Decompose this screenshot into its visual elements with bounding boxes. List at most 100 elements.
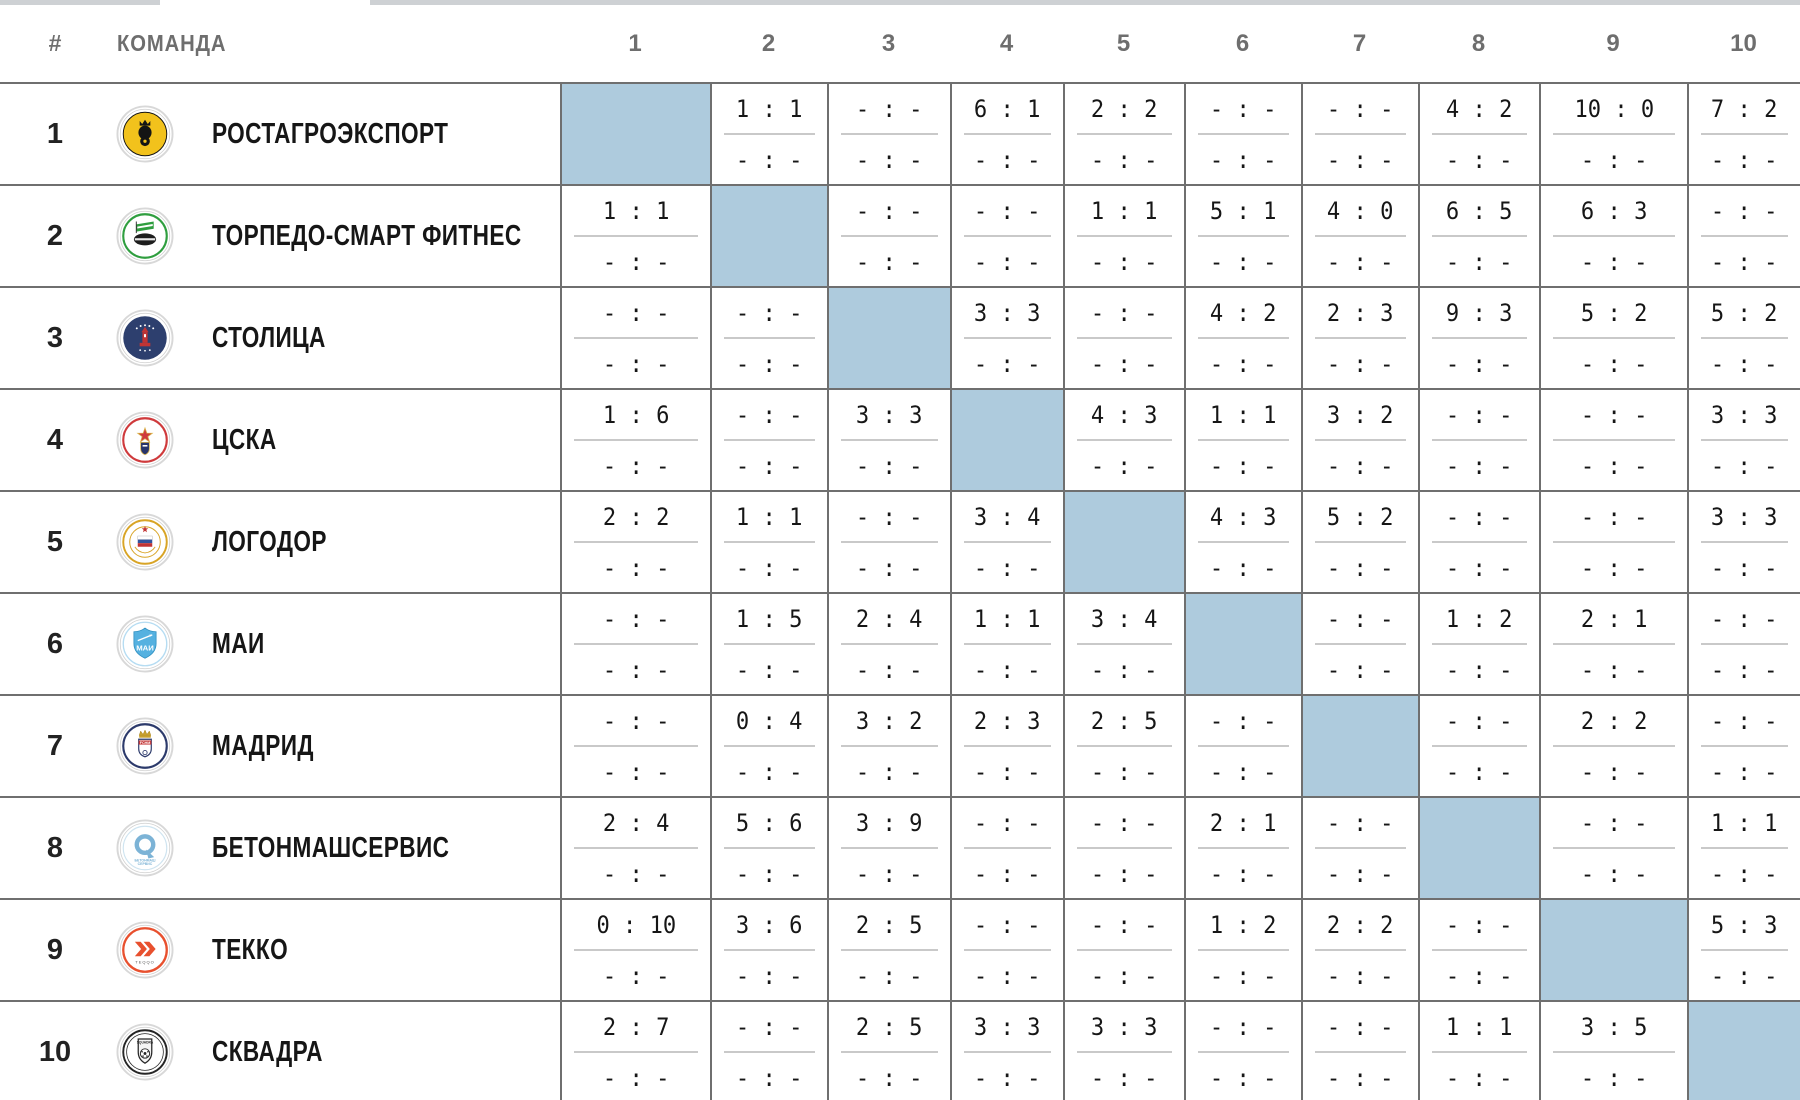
result-cell-r2-c10: - : -- : - <box>1687 186 1800 286</box>
result-cell-r9-c4: - : -- : - <box>950 900 1063 1000</box>
result-cell-r2-c7: 4 : 0- : - <box>1301 186 1418 286</box>
result-cell-r1-c3: - : -- : - <box>827 84 950 184</box>
result-cell-r3-c9: 5 : 2- : - <box>1539 288 1687 388</box>
result-cell-r7-c9: 2 : 2- : - <box>1539 696 1687 796</box>
betonmashservis-logo[interactable]: БЕТОНМАШ СЕРВИС <box>110 798 180 898</box>
team-name[interactable]: ЛОГОДОР <box>212 525 327 558</box>
result-cell-r4-c1: 1 : 6- : - <box>560 390 710 490</box>
header-col-3: 3 <box>881 29 896 57</box>
team-name[interactable]: ЦСКА <box>212 423 277 456</box>
result-cell-r1-c2: 1 : 1- : - <box>710 84 827 184</box>
team-row-1: 1 РОСТАГРОЭКСПОРТ 1 : 1- : -- : -- : -6 : … <box>0 82 1800 184</box>
diagonal-cell <box>1687 1002 1800 1100</box>
result-cell-r3-c2: - : -- : - <box>710 288 827 388</box>
logodor-logo[interactable] <box>110 492 180 592</box>
result-cell-r9-c7: 2 : 2- : - <box>1301 900 1418 1000</box>
result-cell-r2-c9: 6 : 3- : - <box>1539 186 1687 286</box>
result-cell-r6-c1: - : -- : - <box>560 594 710 694</box>
mai-logo[interactable]: МАИ <box>110 594 180 694</box>
header-col-9: 9 <box>1606 29 1620 57</box>
svg-text:СЕРВИС: СЕРВИС <box>138 862 153 866</box>
stolitsa-logo[interactable] <box>110 288 180 388</box>
diagonal-cell <box>710 186 827 286</box>
result-cell-r4-c9: - : -- : - <box>1539 390 1687 490</box>
team-name[interactable]: МАИ <box>212 627 265 660</box>
team-row-5: 5 ЛОГОДОР 2 : 2- : -1 : 1- : -- : -- : -3 … <box>0 490 1800 592</box>
team-name[interactable]: СТОЛИЦА <box>212 321 326 354</box>
result-cell-r6-c7: - : -- : - <box>1301 594 1418 694</box>
team-rank: 6 <box>46 627 64 660</box>
team-row-10: 10 SQUADRA СКВАДРА 2 : 7- : -- : -- : -2 : … <box>0 1000 1800 1100</box>
result-cell-r9-c5: - : -- : - <box>1063 900 1184 1000</box>
result-cell-r7-c6: - : -- : - <box>1184 696 1301 796</box>
result-cell-r8-c10: 1 : 1- : - <box>1687 798 1800 898</box>
result-cell-r6-c5: 3 : 4- : - <box>1063 594 1184 694</box>
header-col-6: 6 <box>1235 29 1250 57</box>
result-cell-r8-c1: 2 : 4- : - <box>560 798 710 898</box>
result-cell-r4-c10: 3 : 3- : - <box>1687 390 1800 490</box>
team-row-4: 4 ЦСКА 1 : 6- : -- : -- : -3 : 3- : -4 : 3… <box>0 388 1800 490</box>
team-row-9: 9 TEQQO ТЕККО 0 : 10- : -3 : 6- : -2 : 5- :… <box>0 898 1800 1000</box>
result-cell-r5-c10: 3 : 3- : - <box>1687 492 1800 592</box>
header-col-1: 1 <box>628 29 642 57</box>
result-cell-r3-c7: 2 : 3- : - <box>1301 288 1418 388</box>
torpedo-smart-fitness-logo[interactable] <box>110 186 180 286</box>
result-cell-r7-c3: 3 : 2- : - <box>827 696 950 796</box>
team-rank: 8 <box>46 831 64 864</box>
team-name[interactable]: БЕТОНМАШСЕРВИС <box>212 831 450 864</box>
team-row-8: 8 БЕТОНМАШ СЕРВИС БЕТОНМАШСЕРВИС 2 : 4- : -5… <box>0 796 1800 898</box>
result-cell-r3-c4: 3 : 3- : - <box>950 288 1063 388</box>
team-name[interactable]: МАДРИД <box>212 729 314 762</box>
result-cell-r7-c4: 2 : 3- : - <box>950 696 1063 796</box>
result-cell-r4-c8: - : -- : - <box>1418 390 1539 490</box>
team-rank: 9 <box>46 933 64 966</box>
result-cell-r10-c9: 3 : 5- : - <box>1539 1002 1687 1100</box>
result-cell-r3-c5: - : -- : - <box>1063 288 1184 388</box>
result-cell-r9-c10: 5 : 3- : - <box>1687 900 1800 1000</box>
tekko-logo[interactable]: TEQQO <box>110 900 180 1000</box>
svg-text:МАИ: МАИ <box>136 643 154 652</box>
result-cell-r8-c2: 5 : 6- : - <box>710 798 827 898</box>
team-rank: 1 <box>46 117 64 150</box>
result-cell-r7-c5: 2 : 5- : - <box>1063 696 1184 796</box>
result-cell-r9-c2: 3 : 6- : - <box>710 900 827 1000</box>
result-cell-r1-c9: 10 : 0- : - <box>1539 84 1687 184</box>
team-name[interactable]: ТЕККО <box>212 933 289 966</box>
result-cell-r5-c2: 1 : 1- : - <box>710 492 827 592</box>
result-cell-r5-c1: 2 : 2- : - <box>560 492 710 592</box>
header-col-5: 5 <box>1116 29 1131 57</box>
team-name[interactable]: ТОРПЕДО-СМАРТ ФИТНЕС <box>212 219 522 252</box>
diagonal-cell <box>827 288 950 388</box>
top-strip-right <box>370 0 1800 5</box>
cska-logo[interactable] <box>110 390 180 490</box>
result-cell-r5-c4: 3 : 4- : - <box>950 492 1063 592</box>
result-cell-r6-c4: 1 : 1- : - <box>950 594 1063 694</box>
result-cell-r8-c4: - : -- : - <box>950 798 1063 898</box>
result-cell-r6-c10: - : -- : - <box>1687 594 1800 694</box>
team-rank: 4 <box>46 423 64 456</box>
rostagroexport-logo[interactable] <box>110 84 180 184</box>
top-strip-left <box>0 0 160 5</box>
result-cell-r6-c2: 1 : 5- : - <box>710 594 827 694</box>
header-col-7: 7 <box>1352 29 1367 57</box>
team-name[interactable]: РОСТАГРОЭКСПОРТ <box>212 117 449 150</box>
result-cell-r8-c6: 2 : 1- : - <box>1184 798 1301 898</box>
result-cell-r8-c7: - : -- : - <box>1301 798 1418 898</box>
result-cell-r9-c6: 1 : 2- : - <box>1184 900 1301 1000</box>
diagonal-cell <box>1301 696 1418 796</box>
madrid-logo[interactable]: FCHM <box>110 696 180 796</box>
result-cell-r7-c10: - : -- : - <box>1687 696 1800 796</box>
team-rank: 7 <box>46 729 64 762</box>
diagonal-cell <box>1063 492 1184 592</box>
team-row-2: 2 ТОРПЕДО-СМАРТ ФИТНЕС 1 : 1- : -- : -- : … <box>0 184 1800 286</box>
result-cell-r5-c7: 5 : 2- : - <box>1301 492 1418 592</box>
header-col-8: 8 <box>1471 29 1486 57</box>
result-cell-r5-c3: - : -- : - <box>827 492 950 592</box>
skvadra-logo[interactable]: SQUADRA <box>110 1002 180 1100</box>
team-name[interactable]: СКВАДРА <box>212 1035 323 1068</box>
svg-text:TEQQO: TEQQO <box>135 959 154 964</box>
team-rank: 2 <box>46 219 64 252</box>
result-cell-r9-c8: - : -- : - <box>1418 900 1539 1000</box>
team-rank: 5 <box>46 525 64 558</box>
